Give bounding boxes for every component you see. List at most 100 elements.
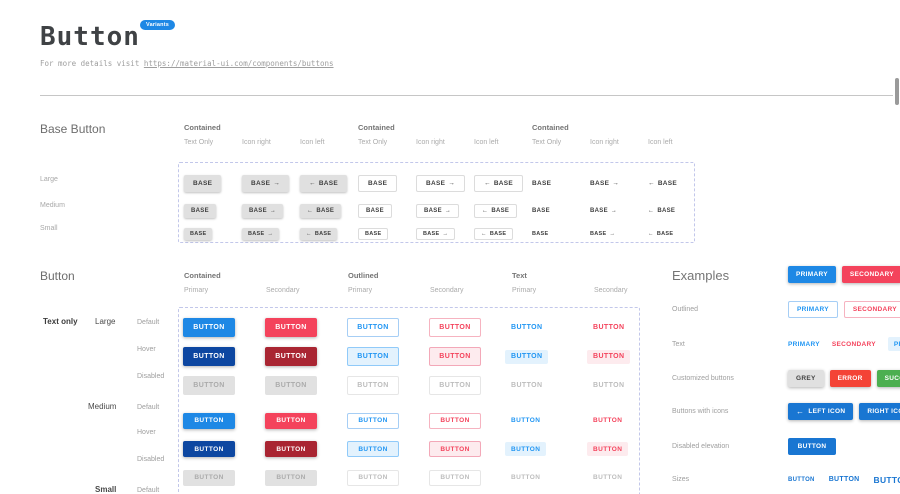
button-contained-primary-hover[interactable]: BUTTON [183,347,235,366]
button-text-primary-hover[interactable]: BUTTON [505,349,549,364]
base-button[interactable]: BASE → [416,175,466,192]
button-contained-secondary-disabled[interactable]: BUTTON [265,469,317,486]
button-text-secondary-default[interactable]: BUTTON [593,324,625,331]
button-contained-primary-default[interactable]: BUTTON [183,412,235,429]
base-row-label-large: Large [40,176,58,183]
button-contained-primary-disabled[interactable]: BUTTON [183,376,235,395]
button-outlined-primary-hover[interactable]: BUTTON [347,347,399,366]
base-button[interactable]: ← BASE [474,228,514,240]
example-button[interactable]: BUTTON [788,471,815,488]
button-text-primary-hover[interactable]: BUTTON [505,442,547,456]
button-text-primary-default[interactable]: BUTTON [511,324,543,331]
base-button[interactable]: ← BASE [474,175,524,192]
example-button[interactable]: SUCCESS [876,370,900,387]
base-button[interactable]: BASE [358,175,398,192]
grid-cell: BASE [532,222,590,240]
example-button[interactable]: SECONDARY [843,301,900,318]
example-button[interactable]: RIGHT ICON→ [859,403,900,420]
example-button[interactable]: BUTTON [874,471,900,488]
base-button[interactable]: BASE → [242,204,284,218]
button-contained-secondary-default[interactable]: BUTTON [265,412,317,429]
base-button[interactable]: BASE → [590,228,615,240]
docs-link[interactable]: https://material-ui.com/components/butto… [143,59,334,68]
button-state-row: BUTTON BUTTON BUTTON BUTTON BUTTON BUTTON [183,345,639,366]
example-button[interactable]: PRIMARY [887,337,900,351]
example-buttons: PRIMARYSECONDARYPRIMARY [788,301,900,318]
button-outlined-primary-disabled[interactable]: BUTTON [347,469,399,486]
base-button[interactable]: BASE [358,204,392,218]
example-row-label: Outlined [672,306,699,313]
button-outlined-primary-default[interactable]: BUTTON [347,412,399,429]
button-outlined-primary-disabled[interactable]: BUTTON [347,376,399,395]
button-label: SECONDARY [831,340,876,348]
button-sub-headers: Primary Secondary Primary Secondary Primary S… [184,287,676,294]
button-outlined-secondary-disabled[interactable]: BUTTON [429,376,481,395]
base-button[interactable]: ← BASE [300,175,348,192]
button-outlined-secondary-hover[interactable]: BUTTON [429,347,481,366]
button-text-secondary-hover[interactable]: BUTTON [587,349,631,364]
scrollbar-thumb[interactable] [895,78,899,105]
button-label: BASE [426,180,446,187]
button-outlined-secondary-default[interactable]: BUTTON [429,318,481,337]
example-button[interactable]: SECONDARY [832,338,876,350]
base-button[interactable]: BASE → [242,175,290,192]
button-contained-primary-default[interactable]: BUTTON [183,318,235,337]
button-label: PRIMARY [893,340,900,348]
button-text-secondary-disabled[interactable]: BUTTON [593,382,625,389]
button-label: BASE [493,180,514,187]
base-button[interactable]: BASE → [242,228,280,240]
variants-badge[interactable]: Variants [140,20,176,30]
button-label: BASE [368,180,388,187]
state-label: Default [137,404,160,411]
button-text-secondary-hover[interactable]: BUTTON [587,442,629,456]
button-outlined-secondary-disabled[interactable]: BUTTON [429,469,481,486]
button-contained-primary-hover[interactable]: BUTTON [183,441,235,457]
grid-cell: BUTTON [587,438,675,458]
button-contained-secondary-default[interactable]: BUTTON [265,318,317,337]
button-text-secondary-default[interactable]: BUTTON [593,417,623,424]
base-button[interactable]: BASE [532,175,551,192]
button-outlined-secondary-default[interactable]: BUTTON [429,412,481,429]
example-button[interactable]: PRIMARY [788,338,820,350]
base-button[interactable]: BASE → [416,228,456,240]
grid-cell: BASE [532,199,590,218]
button-text-secondary-disabled[interactable]: BUTTON [593,474,623,481]
button-state-row: BUTTON BUTTON BUTTON BUTTON BUTTON BUTTON [183,316,639,337]
base-button[interactable]: BASE → [590,204,617,218]
button-contained-secondary-hover[interactable]: BUTTON [265,441,317,457]
base-button[interactable]: ← BASE [648,175,677,192]
base-button[interactable]: ← BASE [648,204,675,218]
base-button[interactable]: BASE [532,204,550,218]
button-outlined-primary-hover[interactable]: BUTTON [347,441,399,457]
button-outlined-primary-default[interactable]: BUTTON [347,318,399,337]
base-button[interactable]: BASE → [590,175,619,192]
button-contained-secondary-hover[interactable]: BUTTON [265,347,317,366]
button-contained-secondary-disabled[interactable]: BUTTON [265,376,317,395]
button-outlined-secondary-hover[interactable]: BUTTON [429,441,481,457]
base-button[interactable]: ← BASE [300,228,338,240]
button-text-primary-default[interactable]: BUTTON [511,417,541,424]
base-button[interactable]: ← BASE [474,204,518,218]
base-button[interactable]: BASE → [416,204,460,218]
example-button[interactable]: GREY [788,370,824,387]
button-text-primary-disabled[interactable]: BUTTON [511,382,543,389]
base-button[interactable]: ← BASE [648,228,673,240]
base-button[interactable]: BASE [358,228,389,240]
example-button[interactable]: PRIMARY [788,266,836,283]
button-text-primary-disabled[interactable]: BUTTON [511,474,541,481]
example-button[interactable]: ERROR [829,370,871,387]
grid-cell: BUTTON [593,466,675,486]
button-contained-primary-disabled[interactable]: BUTTON [183,469,235,486]
base-button[interactable]: BASE [184,175,222,192]
example-button[interactable]: ← LEFT ICON [788,403,854,420]
example-button[interactable]: PRIMARY [788,301,838,318]
example-button[interactable]: BUTTON [788,438,836,455]
grid-cell: ← BASE [474,222,532,240]
example-button[interactable]: SECONDARY [841,266,900,283]
base-button[interactable]: BASE [532,228,548,240]
group-header: Contained [184,123,221,132]
base-button[interactable]: BASE [184,228,213,240]
example-button[interactable]: BUTTON [829,471,860,488]
base-button[interactable]: ← BASE [300,204,342,218]
base-button[interactable]: BASE [184,204,216,218]
